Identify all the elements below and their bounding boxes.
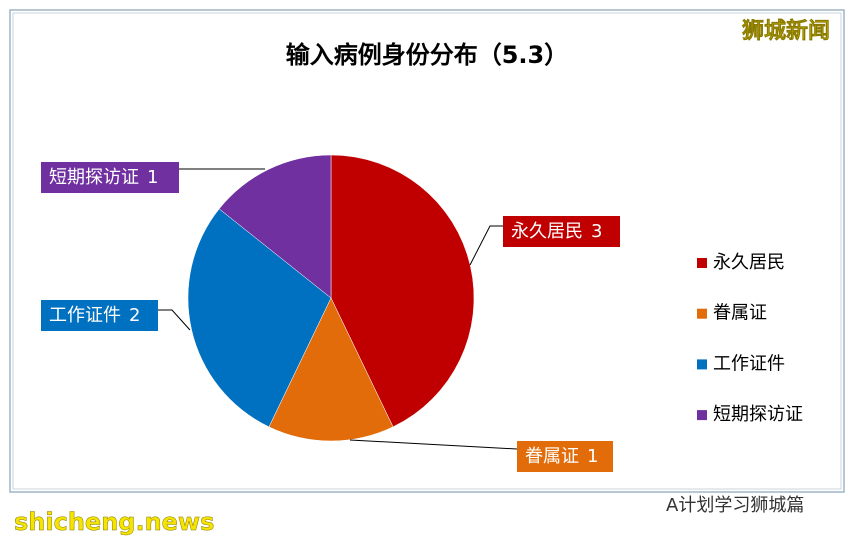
data-label: 永久居民 3 bbox=[511, 221, 602, 242]
pie bbox=[187, 154, 475, 442]
data-label-category: 工作证件 bbox=[49, 305, 121, 326]
watermark-account: A计划学习狮城篇 bbox=[666, 495, 804, 516]
data-label-box bbox=[517, 441, 613, 472]
data-label-box bbox=[41, 162, 179, 193]
legend-swatch bbox=[697, 359, 707, 370]
legend-swatch bbox=[697, 410, 707, 421]
data-label: 眷属证 1 bbox=[525, 446, 598, 467]
legend-label: 工作证件 bbox=[713, 353, 785, 374]
legend-label: 永久居民 bbox=[713, 252, 785, 273]
data-label-category: 短期探访证 bbox=[49, 167, 139, 188]
data-label-value: 3 bbox=[591, 221, 602, 242]
pie-slice bbox=[218, 154, 332, 299]
legend-swatch bbox=[697, 258, 707, 268]
legend-label: 短期探访证 bbox=[713, 404, 803, 425]
leader-line bbox=[469, 225, 503, 266]
leader-line bbox=[158, 309, 191, 331]
legend-swatch bbox=[697, 308, 707, 319]
data-label-value: 1 bbox=[147, 167, 158, 188]
pie-slice bbox=[187, 208, 332, 428]
legend-label: 眷属证 bbox=[713, 303, 767, 324]
chart-inner-frame bbox=[12, 12, 842, 490]
data-label-value: 2 bbox=[129, 305, 140, 326]
watermark-site: shicheng.news bbox=[14, 508, 214, 536]
watermark-brand: 狮城新闻 bbox=[742, 18, 830, 44]
data-label-category: 永久居民 bbox=[511, 221, 583, 242]
data-label: 短期探访证 1 bbox=[49, 167, 158, 188]
data-label-value: 1 bbox=[587, 446, 598, 467]
leader-line bbox=[349, 439, 518, 450]
pie-slice bbox=[330, 154, 475, 428]
data-label: 工作证件 2 bbox=[49, 305, 140, 326]
data-label-box bbox=[41, 300, 158, 331]
pie-slice bbox=[268, 297, 394, 442]
data-label-box bbox=[503, 216, 620, 247]
chart-title: 输入病例身份分布（5.3） bbox=[286, 41, 569, 69]
data-label-category: 眷属证 bbox=[525, 446, 579, 467]
